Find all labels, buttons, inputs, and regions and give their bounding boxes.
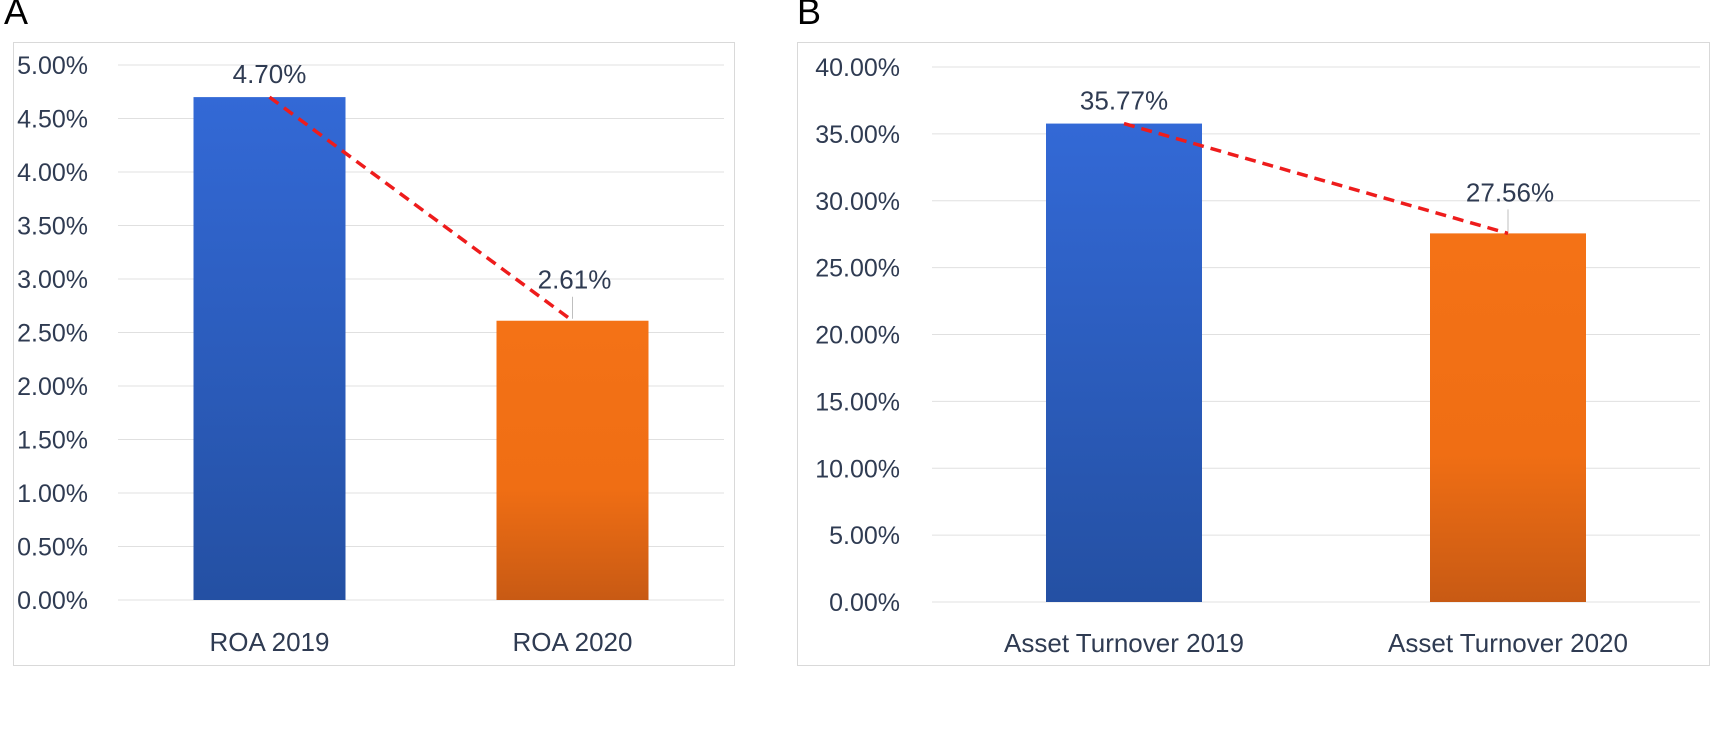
- panel-b-letter: B: [797, 0, 822, 32]
- y-tick-label: 4.00%: [17, 159, 88, 187]
- panel-a-letter: A: [4, 0, 29, 32]
- y-tick-label: 10.00%: [815, 455, 900, 483]
- x-category-label: ROA 2020: [513, 627, 633, 657]
- bar-1: [1046, 123, 1202, 603]
- x-category-label: Asset Turnover 2019: [1004, 628, 1244, 658]
- y-tick-label: 2.50%: [17, 320, 88, 348]
- data-label: 35.77%: [1080, 86, 1168, 116]
- bar-1: [193, 97, 346, 600]
- data-label: 2.61%: [538, 265, 612, 295]
- data-label: 27.56%: [1466, 177, 1554, 207]
- y-tick-label: 2.00%: [17, 373, 88, 401]
- chart-frame: [13, 42, 735, 666]
- chart-a: 0.00% 0.50% 1.00% 1.50% 2.00% 2.50% 3.00% 3.50%…: [13, 42, 735, 666]
- y-tick-label: 25.00%: [815, 255, 900, 283]
- y-tick-label: 0.50%: [17, 534, 88, 562]
- y-tick-label: 30.00%: [815, 188, 900, 216]
- y-tick-label: 4.50%: [17, 106, 88, 134]
- trend-line: [268, 95, 574, 323]
- y-tick-label: 1.00%: [17, 480, 88, 508]
- y-tick-label: 0.00%: [17, 587, 88, 615]
- bar-2: [1430, 233, 1586, 602]
- y-tick-label: 1.50%: [17, 427, 88, 455]
- bar-2: [496, 320, 649, 600]
- y-tick-label: 20.00%: [815, 322, 900, 350]
- x-category-label: Asset Turnover 2020: [1388, 628, 1628, 658]
- y-tick-label: 15.00%: [815, 388, 900, 416]
- y-tick-label: 0.00%: [829, 589, 900, 617]
- trend-line: [1123, 121, 1509, 236]
- chart-frame: [797, 42, 1710, 666]
- x-category-label: ROA 2019: [210, 627, 330, 657]
- data-label: 4.70%: [233, 59, 307, 89]
- y-tick-label: 3.50%: [17, 213, 88, 241]
- y-tick-label: 3.00%: [17, 266, 88, 294]
- y-tick-label: 5.00%: [829, 522, 900, 550]
- chart-b: 0.00% 5.00% 10.00% 15.00% 20.00% 25.00% 30.00%…: [797, 42, 1710, 666]
- y-tick-label: 5.00%: [17, 52, 88, 80]
- y-tick-label: 40.00%: [815, 54, 900, 82]
- y-tick-label: 35.00%: [815, 121, 900, 149]
